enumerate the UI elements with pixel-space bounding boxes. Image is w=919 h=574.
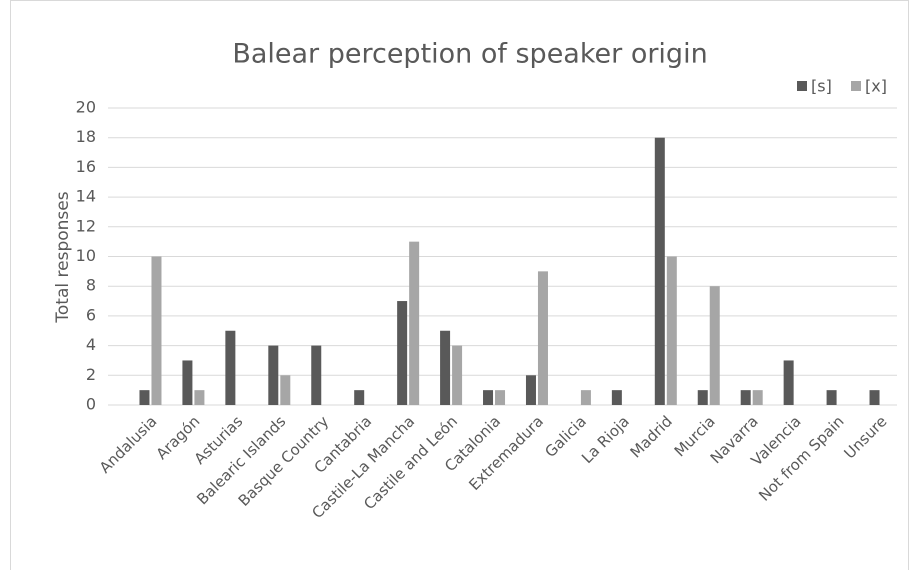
bar xyxy=(311,345,322,405)
bar xyxy=(280,375,291,405)
bar xyxy=(826,390,837,405)
bar xyxy=(752,390,763,405)
y-tick-label: 8 xyxy=(86,276,96,295)
bar xyxy=(611,390,622,405)
bar xyxy=(697,390,708,405)
chart-title: Balear perception of speaker origin xyxy=(232,39,707,70)
y-tick-label: 16 xyxy=(76,157,96,176)
bar xyxy=(869,390,880,405)
bar xyxy=(397,301,408,405)
y-tick-label: 12 xyxy=(76,216,96,235)
y-tick-label: 6 xyxy=(86,305,96,324)
bar xyxy=(537,271,548,405)
y-tick-label: 0 xyxy=(86,395,96,414)
bar xyxy=(709,286,720,405)
bar xyxy=(354,390,365,405)
bar xyxy=(740,390,751,405)
bar xyxy=(225,330,236,405)
y-tick-label: 10 xyxy=(76,246,96,265)
bar xyxy=(452,345,463,405)
bar xyxy=(525,375,536,405)
bar xyxy=(409,241,420,405)
legend-label: [s] xyxy=(811,77,832,96)
bar xyxy=(440,330,451,405)
bar xyxy=(194,390,205,405)
y-tick-label: 18 xyxy=(76,127,96,146)
y-tick-label: 4 xyxy=(86,335,96,354)
legend-swatch xyxy=(797,81,807,91)
legend-label: [x] xyxy=(865,77,887,96)
bar xyxy=(139,390,150,405)
bar xyxy=(783,360,794,405)
bar xyxy=(483,390,494,405)
bar xyxy=(495,390,506,405)
y-tick-label: 14 xyxy=(76,187,96,206)
bar xyxy=(182,360,193,405)
bar xyxy=(268,345,279,405)
bar xyxy=(666,256,677,405)
bar xyxy=(580,390,591,405)
y-tick-label: 20 xyxy=(76,98,96,117)
legend-swatch xyxy=(851,81,861,91)
y-axis-label: Total responses xyxy=(53,191,73,323)
y-tick-label: 2 xyxy=(86,365,96,384)
bar xyxy=(654,137,665,405)
bar xyxy=(151,256,162,405)
